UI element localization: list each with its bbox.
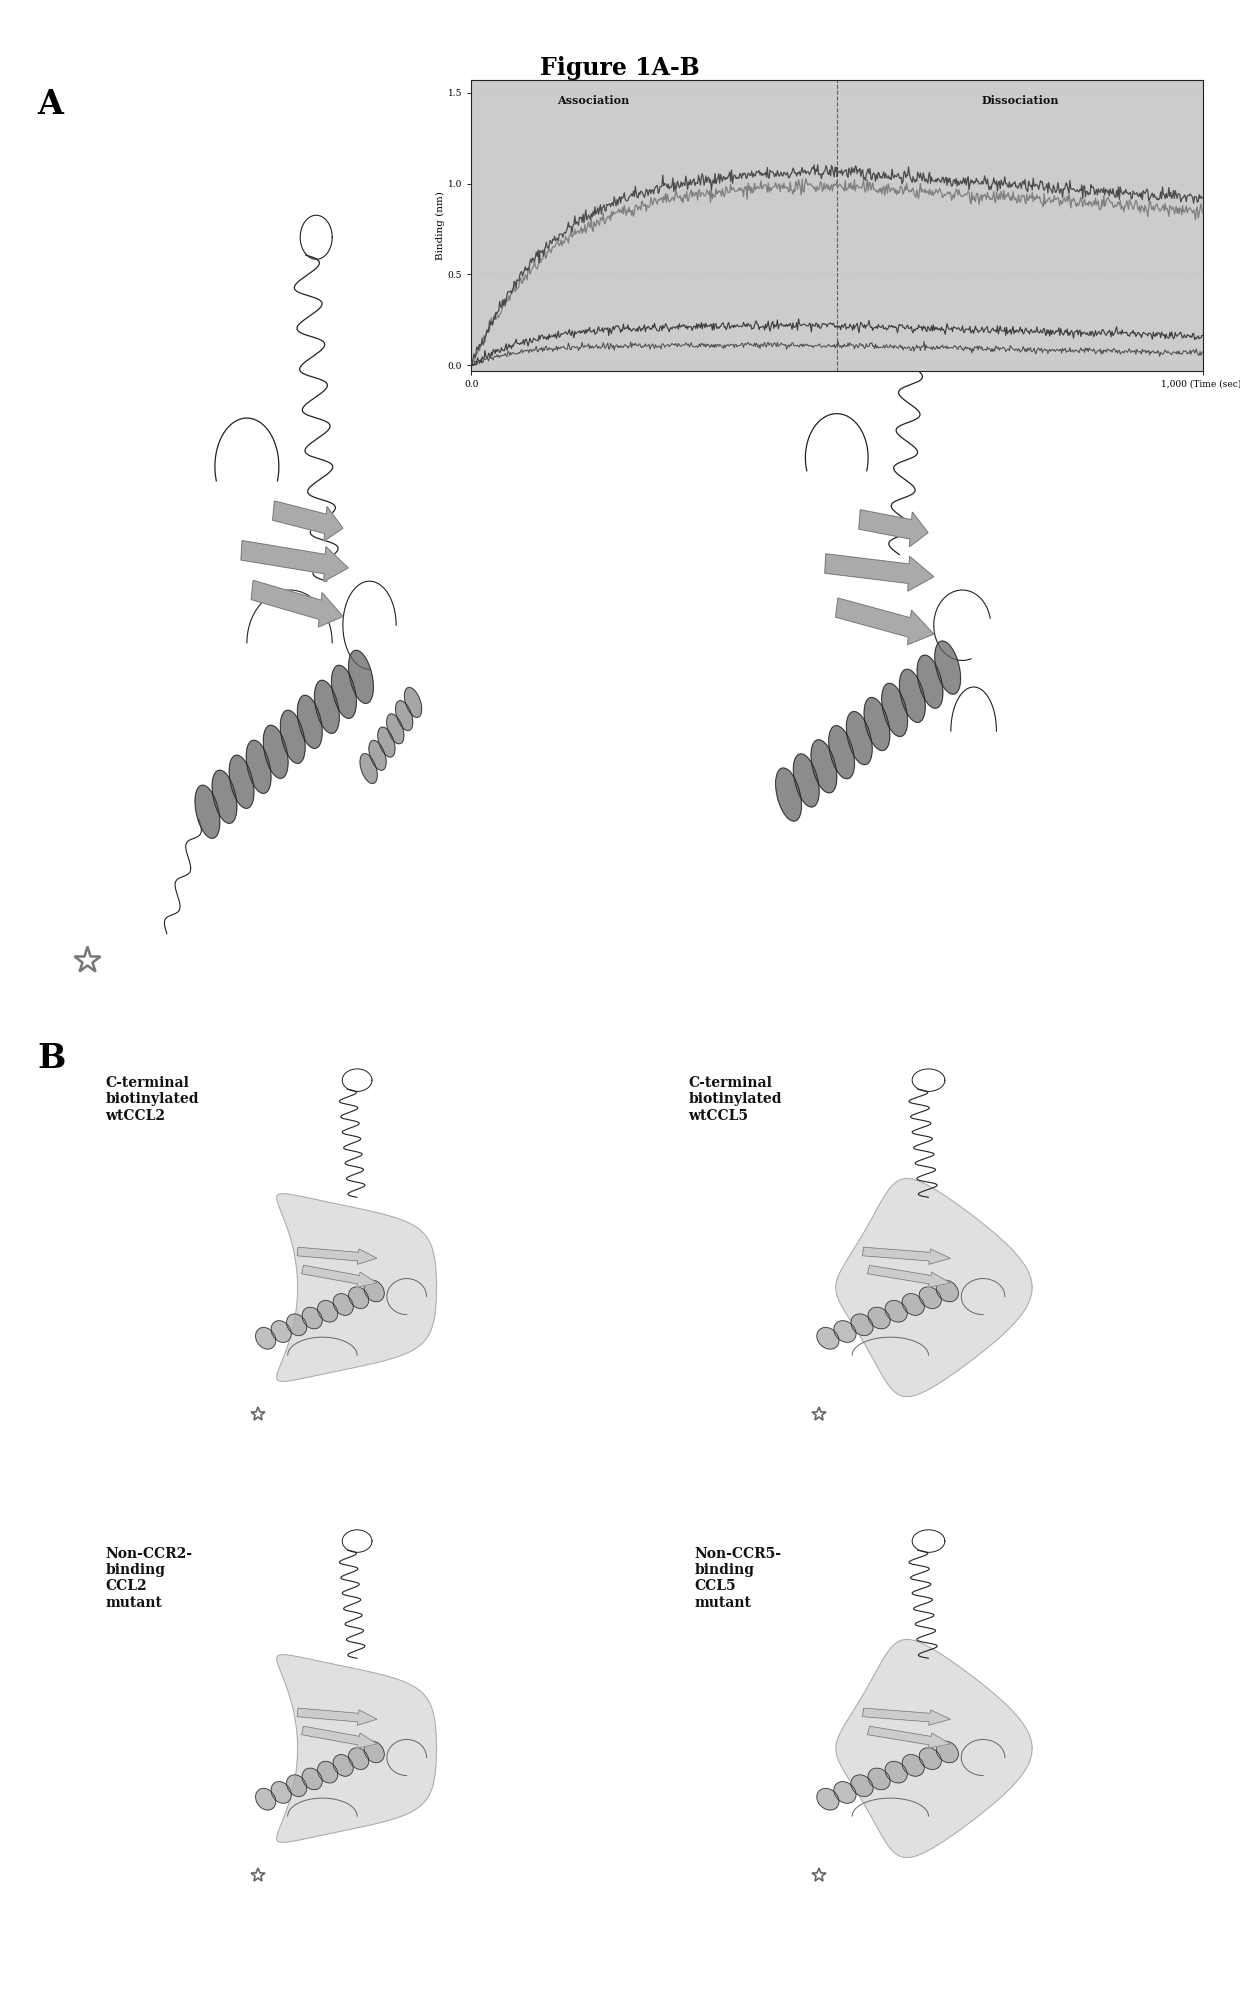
Ellipse shape bbox=[901, 1295, 924, 1315]
Text: Non-CCR5-
binding
CCL5
mutant: Non-CCR5- binding CCL5 mutant bbox=[694, 1547, 781, 1609]
Ellipse shape bbox=[847, 711, 872, 766]
Ellipse shape bbox=[315, 679, 340, 733]
FancyArrow shape bbox=[298, 1707, 377, 1725]
Ellipse shape bbox=[247, 739, 272, 794]
Ellipse shape bbox=[263, 725, 288, 778]
Ellipse shape bbox=[298, 695, 322, 747]
Ellipse shape bbox=[317, 1301, 337, 1323]
Ellipse shape bbox=[851, 1315, 873, 1335]
FancyArrow shape bbox=[863, 1246, 950, 1265]
Ellipse shape bbox=[396, 701, 413, 731]
FancyArrow shape bbox=[273, 501, 342, 541]
Ellipse shape bbox=[868, 1307, 890, 1329]
Ellipse shape bbox=[811, 739, 837, 794]
Text: B: B bbox=[37, 1042, 66, 1074]
Ellipse shape bbox=[936, 1281, 959, 1303]
Ellipse shape bbox=[885, 1762, 908, 1784]
Text: Dissociation: Dissociation bbox=[981, 94, 1059, 106]
Polygon shape bbox=[836, 1178, 1032, 1397]
Ellipse shape bbox=[817, 1327, 839, 1349]
Ellipse shape bbox=[317, 1762, 337, 1784]
Ellipse shape bbox=[885, 1301, 908, 1323]
Ellipse shape bbox=[272, 1782, 291, 1804]
Ellipse shape bbox=[387, 713, 404, 743]
Polygon shape bbox=[277, 1194, 436, 1381]
Ellipse shape bbox=[334, 1295, 353, 1315]
Text: Association: Association bbox=[557, 94, 629, 106]
FancyArrow shape bbox=[825, 553, 934, 591]
FancyArrow shape bbox=[301, 1265, 377, 1287]
Ellipse shape bbox=[195, 786, 219, 838]
Text: Non-CCR2-
binding
CCL2
mutant: Non-CCR2- binding CCL2 mutant bbox=[105, 1547, 192, 1609]
Ellipse shape bbox=[404, 687, 422, 717]
Ellipse shape bbox=[817, 1788, 839, 1810]
Ellipse shape bbox=[936, 1741, 959, 1764]
Ellipse shape bbox=[918, 655, 942, 707]
Text: C-terminal
biotinylated
wtCCL5: C-terminal biotinylated wtCCL5 bbox=[688, 1076, 781, 1122]
Ellipse shape bbox=[212, 770, 237, 824]
Ellipse shape bbox=[286, 1315, 306, 1335]
FancyArrow shape bbox=[301, 1725, 377, 1747]
FancyArrow shape bbox=[863, 1707, 950, 1725]
Ellipse shape bbox=[229, 756, 254, 808]
Ellipse shape bbox=[334, 1756, 353, 1776]
Ellipse shape bbox=[919, 1747, 941, 1770]
Ellipse shape bbox=[776, 768, 801, 822]
Ellipse shape bbox=[901, 1756, 924, 1776]
FancyArrow shape bbox=[868, 1265, 950, 1287]
Ellipse shape bbox=[365, 1281, 384, 1303]
Ellipse shape bbox=[272, 1321, 291, 1343]
FancyArrow shape bbox=[298, 1246, 377, 1265]
Ellipse shape bbox=[280, 709, 305, 764]
Ellipse shape bbox=[365, 1741, 384, 1764]
FancyArrow shape bbox=[252, 581, 342, 627]
Ellipse shape bbox=[864, 697, 890, 752]
Ellipse shape bbox=[868, 1768, 890, 1790]
FancyArrow shape bbox=[241, 541, 348, 581]
Ellipse shape bbox=[255, 1788, 275, 1810]
Ellipse shape bbox=[899, 669, 925, 721]
FancyArrow shape bbox=[868, 1725, 950, 1747]
Ellipse shape bbox=[368, 739, 386, 770]
Text: C-terminal
biotinylated
wtCCL2: C-terminal biotinylated wtCCL2 bbox=[105, 1076, 198, 1122]
Ellipse shape bbox=[360, 754, 377, 784]
Ellipse shape bbox=[794, 754, 820, 808]
Ellipse shape bbox=[348, 1747, 368, 1770]
Ellipse shape bbox=[919, 1287, 941, 1309]
Ellipse shape bbox=[255, 1327, 275, 1349]
Ellipse shape bbox=[935, 641, 961, 693]
FancyArrow shape bbox=[836, 597, 934, 645]
Ellipse shape bbox=[882, 683, 908, 737]
Ellipse shape bbox=[833, 1782, 856, 1804]
Ellipse shape bbox=[833, 1321, 856, 1343]
Ellipse shape bbox=[303, 1768, 322, 1790]
Ellipse shape bbox=[828, 725, 854, 780]
Polygon shape bbox=[836, 1639, 1032, 1858]
Ellipse shape bbox=[851, 1776, 873, 1796]
Ellipse shape bbox=[331, 665, 356, 719]
Text: Figure 1A-B: Figure 1A-B bbox=[541, 56, 699, 80]
Text: A: A bbox=[37, 88, 63, 120]
Ellipse shape bbox=[348, 649, 373, 703]
Ellipse shape bbox=[378, 727, 396, 758]
FancyArrow shape bbox=[859, 509, 928, 547]
Y-axis label: Binding (nm): Binding (nm) bbox=[435, 190, 445, 261]
Ellipse shape bbox=[348, 1287, 368, 1309]
Ellipse shape bbox=[303, 1307, 322, 1329]
Polygon shape bbox=[277, 1655, 436, 1842]
Ellipse shape bbox=[286, 1776, 306, 1796]
